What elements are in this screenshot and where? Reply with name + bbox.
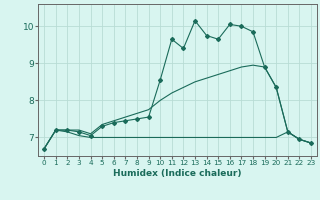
X-axis label: Humidex (Indice chaleur): Humidex (Indice chaleur) xyxy=(113,169,242,178)
